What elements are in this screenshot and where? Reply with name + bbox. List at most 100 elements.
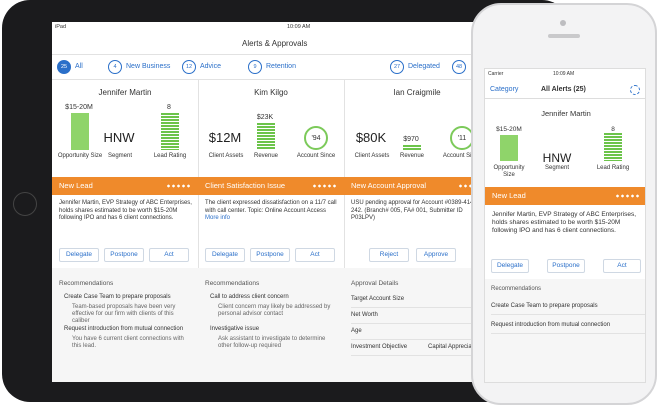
metric-value: 8 xyxy=(167,104,171,111)
alert-banner: New Account Approval xyxy=(344,177,490,195)
item-detail: Client concern may likely be addressed b… xyxy=(218,304,331,317)
detail-label: Age xyxy=(351,328,362,334)
action-button[interactable]: Act xyxy=(149,248,189,262)
metric-label: Lead Rating xyxy=(153,153,187,159)
action-button[interactable]: Approve xyxy=(416,248,456,262)
action-button[interactable]: Postpone xyxy=(250,248,290,262)
filters: 25 All 4 New Business 12 Advice 9 Retention 27 De… xyxy=(52,60,492,74)
metric-label: Segment xyxy=(544,165,569,171)
alert-body: Jennifer Martin, EVP Strategy of ABC Ent… xyxy=(492,211,637,234)
filter-label[interactable]: New Business xyxy=(126,63,171,70)
metric-value: $15-20M xyxy=(65,104,93,111)
filter-count[interactable]: 48 xyxy=(452,60,466,74)
action-button[interactable]: Delegate xyxy=(59,248,99,262)
rating-dots xyxy=(166,184,192,188)
iphone-speaker xyxy=(548,34,580,38)
alert-banner: New Lead xyxy=(52,177,198,195)
detail-label: Net Worth xyxy=(351,312,378,318)
section-heading: Recommendations xyxy=(491,286,542,292)
screen-title: Alerts & Approvals xyxy=(242,39,308,48)
item-detail: Team-based proposals have been very effe… xyxy=(72,304,176,324)
contact-name: Jennifer Martin xyxy=(98,88,152,97)
metric-bar xyxy=(161,113,179,150)
alert-body: USU pending approval for Account #0389-4… xyxy=(351,200,479,221)
lower-panel xyxy=(52,268,492,382)
metric-value: 8 xyxy=(611,126,615,133)
alert-banner: New Lead xyxy=(485,187,645,205)
action-button[interactable]: Act xyxy=(603,259,641,273)
detail-label: Target Account Size xyxy=(351,296,405,302)
metric-label: Revenue xyxy=(399,153,425,159)
action-button[interactable]: Postpone xyxy=(104,248,144,262)
row-divider xyxy=(351,339,491,340)
settings-icon[interactable] xyxy=(630,85,640,95)
contact-name: Kim Kilgo xyxy=(254,88,288,97)
metric-label: Opportunity Size xyxy=(493,165,525,178)
metric-value: $80K xyxy=(355,130,387,145)
recommendation-item[interactable]: Create Case Team to prepare proposals xyxy=(491,303,598,309)
nav-category[interactable]: Category xyxy=(490,86,519,93)
filter-label[interactable]: Retention xyxy=(266,63,296,70)
row-divider xyxy=(491,314,645,315)
status-time: 10:09 AM xyxy=(287,24,311,30)
status-time: 10:09 AM xyxy=(553,71,575,77)
metric-value: $12M xyxy=(208,130,242,145)
phone-card: Jennifer Martin $15-20M Opportunity Size HN… xyxy=(485,69,645,382)
metric-label: Lead Rating xyxy=(596,165,630,171)
action-button[interactable]: Reject xyxy=(369,248,409,262)
recommendation-item[interactable]: Request introduction from mutual connect… xyxy=(491,322,611,328)
metric-ring: '94 xyxy=(304,126,328,150)
filter-label[interactable]: Advice xyxy=(200,63,222,70)
section-heading: Approval Details xyxy=(351,280,399,287)
card-divider xyxy=(198,79,199,382)
nav-divider xyxy=(485,98,645,99)
metric-bar xyxy=(257,123,275,150)
ipad-screen: iPad 10:09 AM Alerts & Approvals 25 All 4 N… xyxy=(52,22,492,382)
contact-name: Ian Craigmile xyxy=(393,88,441,97)
detail-label: Investment Objective xyxy=(351,344,408,350)
action-button[interactable]: Delegate xyxy=(491,259,529,273)
nav-title: All Alerts (25) xyxy=(541,86,586,93)
item-detail: You have 6 current client connections wi… xyxy=(72,336,184,349)
filter-divider xyxy=(52,79,492,80)
action-button[interactable]: Postpone xyxy=(547,259,585,273)
metric-label: Revenue xyxy=(253,153,279,159)
item-title: Investigative issue xyxy=(210,326,260,332)
lower-panel xyxy=(485,279,645,382)
item-title: Create Case Team to prepare proposals xyxy=(64,294,171,300)
iphone-screen: Carrier 10:09 AM Category All Alerts (25… xyxy=(484,68,646,383)
rating-dots xyxy=(312,184,338,188)
section-heading: Recommendations xyxy=(59,280,114,287)
contact-name: Jennifer Martin xyxy=(541,109,591,118)
action-button[interactable]: Act xyxy=(295,248,335,262)
filter-count[interactable]: 25 xyxy=(57,60,71,74)
metric-bar xyxy=(71,113,89,150)
metric-value: $23K xyxy=(256,114,274,121)
metric-label: Account Since xyxy=(442,153,482,159)
metric-bar xyxy=(604,133,622,161)
rating-dots xyxy=(615,194,641,198)
metric-value: HNW xyxy=(542,151,572,165)
action-button[interactable]: Delegate xyxy=(205,248,245,262)
item-title: Request introduction from mutual connect… xyxy=(64,326,184,332)
filter-count[interactable]: 12 xyxy=(182,60,196,74)
filter-count[interactable]: 27 xyxy=(390,60,404,74)
row-divider xyxy=(351,355,491,356)
more-info-link[interactable]: More info xyxy=(205,215,231,221)
row-divider xyxy=(351,323,491,324)
filter-label[interactable]: Delegated xyxy=(408,63,440,70)
alert-body: Jennifer Martin, EVP Strategy of ABC Ent… xyxy=(59,200,192,221)
status-carrier: Carrier xyxy=(488,71,504,77)
header-divider xyxy=(52,54,492,55)
metric-bar xyxy=(500,135,518,161)
metric-bar xyxy=(403,145,421,150)
filter-label[interactable]: All xyxy=(75,63,83,70)
metric-label: Account Since xyxy=(296,153,336,159)
metric-value: $15-20M xyxy=(496,126,522,133)
section-heading: Recommendations xyxy=(205,280,260,287)
row-divider xyxy=(491,333,645,334)
filter-count[interactable]: 9 xyxy=(248,60,262,74)
filter-count[interactable]: 4 xyxy=(108,60,122,74)
card-divider xyxy=(344,79,345,382)
iphone-camera xyxy=(560,20,566,26)
